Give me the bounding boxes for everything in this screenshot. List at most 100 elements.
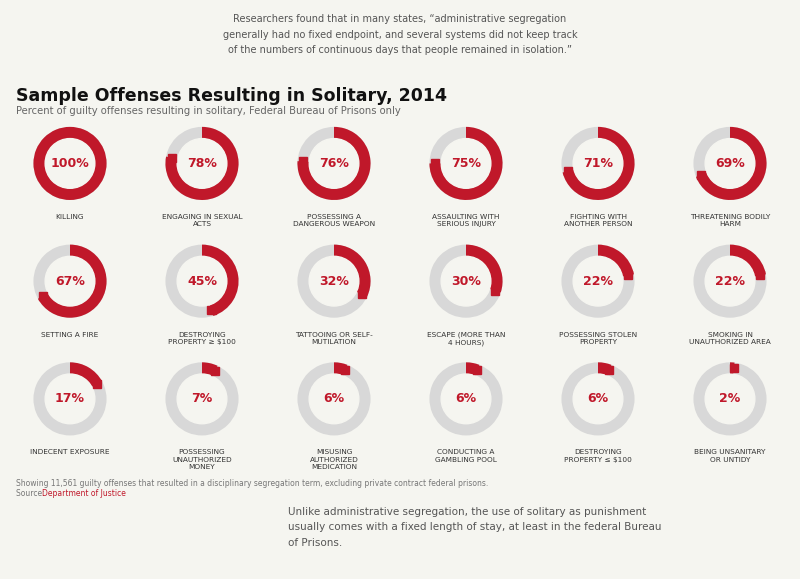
Text: ESCAPE (MORE THAN
4 HOURS): ESCAPE (MORE THAN 4 HOURS) — [427, 332, 505, 346]
Circle shape — [705, 256, 755, 306]
Circle shape — [45, 256, 95, 306]
Text: KILLING: KILLING — [56, 214, 84, 220]
Wedge shape — [298, 127, 370, 200]
Circle shape — [45, 138, 95, 188]
Bar — [491, 287, 499, 295]
Text: DESTROYING
PROPERTY ≤ $100: DESTROYING PROPERTY ≤ $100 — [564, 449, 632, 463]
Wedge shape — [696, 127, 766, 200]
Text: 22%: 22% — [715, 274, 745, 288]
Text: 100%: 100% — [50, 157, 90, 170]
Bar — [698, 171, 706, 179]
Bar — [624, 272, 632, 280]
Wedge shape — [430, 362, 502, 435]
Text: 6%: 6% — [455, 393, 477, 405]
Bar — [431, 159, 439, 167]
Text: POSSESSING A
DANGEROUS WEAPON: POSSESSING A DANGEROUS WEAPON — [293, 214, 375, 228]
Text: Sample Offenses Resulting in Solitary, 2014: Sample Offenses Resulting in Solitary, 2… — [16, 87, 447, 105]
Text: 69%: 69% — [715, 157, 745, 170]
Wedge shape — [562, 127, 634, 200]
Text: 76%: 76% — [319, 157, 349, 170]
Wedge shape — [562, 127, 634, 200]
Circle shape — [705, 138, 755, 188]
Text: INDECENT EXPOSURE: INDECENT EXPOSURE — [30, 449, 110, 455]
Bar — [474, 367, 482, 375]
Circle shape — [309, 138, 359, 188]
Circle shape — [573, 138, 623, 188]
Bar — [342, 367, 350, 375]
Wedge shape — [202, 244, 238, 316]
Text: 22%: 22% — [583, 274, 613, 288]
Text: ASSAULTING WITH
SERIOUS INJURY: ASSAULTING WITH SERIOUS INJURY — [432, 214, 500, 228]
Text: 32%: 32% — [319, 274, 349, 288]
Wedge shape — [334, 362, 347, 376]
Wedge shape — [70, 362, 102, 387]
Wedge shape — [562, 244, 634, 318]
Text: Researchers found that in many states, “administrative segregation
generally had: Researchers found that in many states, “… — [222, 14, 578, 55]
Wedge shape — [166, 244, 238, 318]
Text: DESTROYING
PROPERTY ≥ $100: DESTROYING PROPERTY ≥ $100 — [168, 332, 236, 345]
Bar — [756, 272, 764, 280]
Circle shape — [177, 374, 227, 424]
Wedge shape — [466, 362, 479, 376]
Text: 71%: 71% — [583, 157, 613, 170]
Wedge shape — [598, 244, 634, 277]
Wedge shape — [430, 127, 502, 200]
Bar — [730, 364, 738, 372]
Text: 6%: 6% — [587, 393, 609, 405]
Circle shape — [177, 256, 227, 306]
Bar — [606, 367, 614, 375]
Wedge shape — [34, 362, 106, 435]
Text: MISUSING
AUTHORIZED
MEDICATION: MISUSING AUTHORIZED MEDICATION — [310, 449, 358, 470]
Text: 75%: 75% — [451, 157, 481, 170]
Text: Unlike administrative segregation, the use of solitary as punishment
usually com: Unlike administrative segregation, the u… — [288, 507, 662, 548]
Text: ENGAGING IN SEXUAL
ACTS: ENGAGING IN SEXUAL ACTS — [162, 214, 242, 228]
Text: 45%: 45% — [187, 274, 217, 288]
Text: BEING UNSANITARY
OR UNTIDY: BEING UNSANITARY OR UNTIDY — [694, 449, 766, 463]
Circle shape — [705, 374, 755, 424]
Bar — [39, 292, 47, 300]
Wedge shape — [562, 362, 634, 435]
Circle shape — [441, 256, 491, 306]
Wedge shape — [38, 244, 106, 318]
Wedge shape — [694, 127, 766, 200]
Wedge shape — [298, 127, 370, 200]
Wedge shape — [166, 362, 238, 435]
Text: Department of Justice: Department of Justice — [42, 489, 126, 498]
Bar — [299, 157, 307, 166]
Circle shape — [441, 138, 491, 188]
Text: Source:: Source: — [16, 489, 47, 498]
Circle shape — [573, 256, 623, 306]
Wedge shape — [466, 244, 502, 292]
Bar — [564, 167, 572, 175]
Text: SMOKING IN
UNAUTHORIZED AREA: SMOKING IN UNAUTHORIZED AREA — [689, 332, 771, 345]
Circle shape — [309, 256, 359, 306]
Wedge shape — [334, 244, 370, 296]
Text: 78%: 78% — [187, 157, 217, 170]
Text: POSSESSING
UNAUTHORIZED
MONEY: POSSESSING UNAUTHORIZED MONEY — [172, 449, 232, 470]
Wedge shape — [202, 362, 218, 376]
Text: POSSESSING STOLEN
PROPERTY: POSSESSING STOLEN PROPERTY — [559, 332, 637, 345]
Text: THREATENING BODILY
HARM: THREATENING BODILY HARM — [690, 214, 770, 228]
Text: 6%: 6% — [323, 393, 345, 405]
Text: TATTOOING OR SELF-
MUTILATION: TATTOOING OR SELF- MUTILATION — [295, 332, 373, 345]
Text: FIGHTING WITH
ANOTHER PERSON: FIGHTING WITH ANOTHER PERSON — [564, 214, 632, 228]
Wedge shape — [34, 127, 106, 200]
Wedge shape — [694, 244, 766, 318]
Wedge shape — [430, 127, 502, 200]
Wedge shape — [166, 127, 238, 200]
Circle shape — [573, 374, 623, 424]
Wedge shape — [298, 244, 370, 318]
Text: Percent of guilty offenses resulting in solitary, Federal Bureau of Prisons only: Percent of guilty offenses resulting in … — [16, 106, 401, 116]
Text: 2%: 2% — [719, 393, 741, 405]
Text: SETTING A FIRE: SETTING A FIRE — [42, 332, 98, 338]
Bar — [207, 306, 215, 314]
Wedge shape — [34, 244, 106, 318]
Text: 7%: 7% — [191, 393, 213, 405]
Bar — [358, 290, 366, 298]
Wedge shape — [298, 362, 370, 435]
Wedge shape — [166, 127, 238, 200]
Text: 30%: 30% — [451, 274, 481, 288]
Circle shape — [177, 138, 227, 188]
Circle shape — [45, 374, 95, 424]
Bar — [168, 153, 176, 162]
